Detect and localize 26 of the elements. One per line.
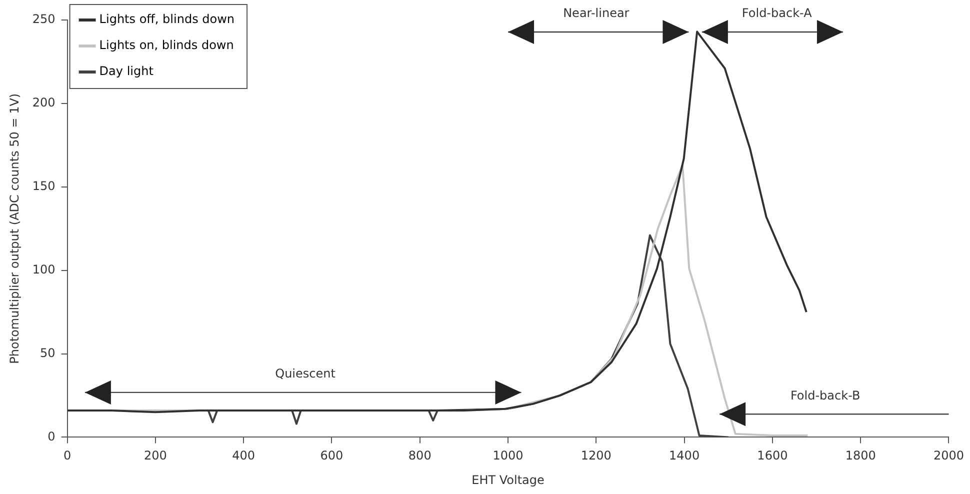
annotation: Fold-back-B	[790, 388, 860, 402]
y-tick-label: 0	[48, 429, 56, 444]
x-tick-label: 0	[63, 448, 72, 463]
x-tick-label: 400	[232, 448, 256, 463]
legend-label: Day light	[99, 64, 154, 78]
y-tick-label: 100	[32, 262, 56, 276]
legend-label: Lights on, blinds down	[99, 38, 234, 52]
x-axis-title: EHT Voltage	[472, 472, 544, 487]
x-tick-label: 1800	[845, 448, 876, 463]
x-tick-label: 1400	[669, 448, 700, 463]
x-tick-label: 1200	[580, 448, 612, 463]
annotation: Fold-back-A	[742, 6, 813, 20]
x-tick-label: 800	[408, 448, 432, 463]
annotation: Quiescent	[275, 366, 336, 381]
y-tick-label: 200	[32, 96, 56, 110]
annotation: Near-linear	[563, 6, 630, 20]
y-tick-label: 50	[40, 346, 56, 360]
y-axis-title: Photomultiplier output (ADC counts 50 = 1V)	[7, 93, 22, 364]
x-tick-label: 2000	[933, 448, 964, 463]
x-tick-label: 200	[144, 448, 167, 463]
y-tick-label: 150	[32, 179, 56, 194]
x-tick-label: 600	[320, 448, 344, 463]
x-tick-label: 1600	[757, 448, 788, 463]
x-tick-label: 1000	[492, 448, 524, 463]
y-tick-label: 250	[32, 12, 56, 26]
legend-label: Lights off, blinds down	[99, 12, 235, 26]
